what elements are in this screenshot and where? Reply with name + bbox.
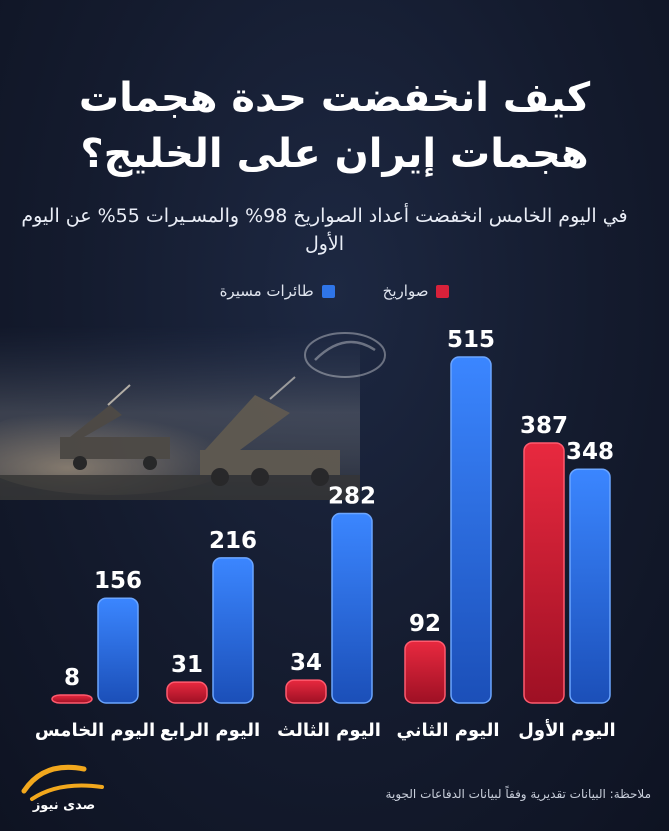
legend-swatch-drones: [321, 284, 335, 298]
data-label: 216: [209, 528, 257, 554]
data-label: 348: [566, 439, 614, 465]
legend-label-missiles: صواريخ: [382, 282, 429, 300]
data-label: 8: [64, 665, 80, 691]
bar-missiles: [285, 679, 327, 704]
data-label: 282: [328, 484, 376, 510]
brand-logo: صدى نيوز: [21, 764, 104, 813]
bar-missiles: [51, 694, 93, 704]
x-tick-label: اليوم الخامس: [35, 720, 155, 741]
bar-missiles: [404, 640, 446, 704]
bar-missiles: [523, 442, 565, 704]
data-label: 34: [290, 650, 322, 676]
footnote: ملاحظة: البيانات تقديرية وفقاً لبيانات ا…: [385, 787, 651, 801]
air-defense-scene-illustration: [0, 325, 360, 500]
data-label: 387: [520, 413, 568, 439]
bar-missiles: [166, 681, 208, 704]
brand-logo-text: صدى نيوز: [32, 798, 95, 813]
legend-item-drones: طائرات مسيرة: [220, 282, 335, 300]
x-tick-label: اليوم الثالث: [277, 720, 381, 741]
legend: صواريخ طائرات مسيرة: [0, 282, 669, 300]
x-tick-label: اليوم الرابع: [160, 720, 260, 741]
x-tick-label: اليوم الأول: [518, 719, 615, 741]
data-label: 156: [94, 568, 142, 594]
data-label: 92: [409, 611, 441, 637]
legend-item-missiles: صواريخ: [383, 282, 450, 300]
legend-label-drones: طائرات مسيرة: [219, 282, 314, 300]
chart-title: كيف انخفضت حدة هجمات هجمات إيران على الخ…: [78, 75, 591, 177]
x-tick-label: اليوم الثاني: [396, 720, 499, 741]
legend-swatch-missiles: [436, 284, 450, 298]
bar-drones: [569, 468, 611, 704]
watermark-logo: [304, 332, 386, 378]
data-label: 515: [447, 327, 495, 353]
bar-drones: [212, 557, 254, 704]
bar-drones: [97, 597, 139, 704]
bar-drones: [450, 356, 492, 704]
bar-drones: [331, 512, 373, 704]
chart-subtitle: في اليوم الخامس انخفضت أعداد الصواريخ 98…: [21, 205, 628, 255]
data-label: 31: [171, 652, 203, 678]
